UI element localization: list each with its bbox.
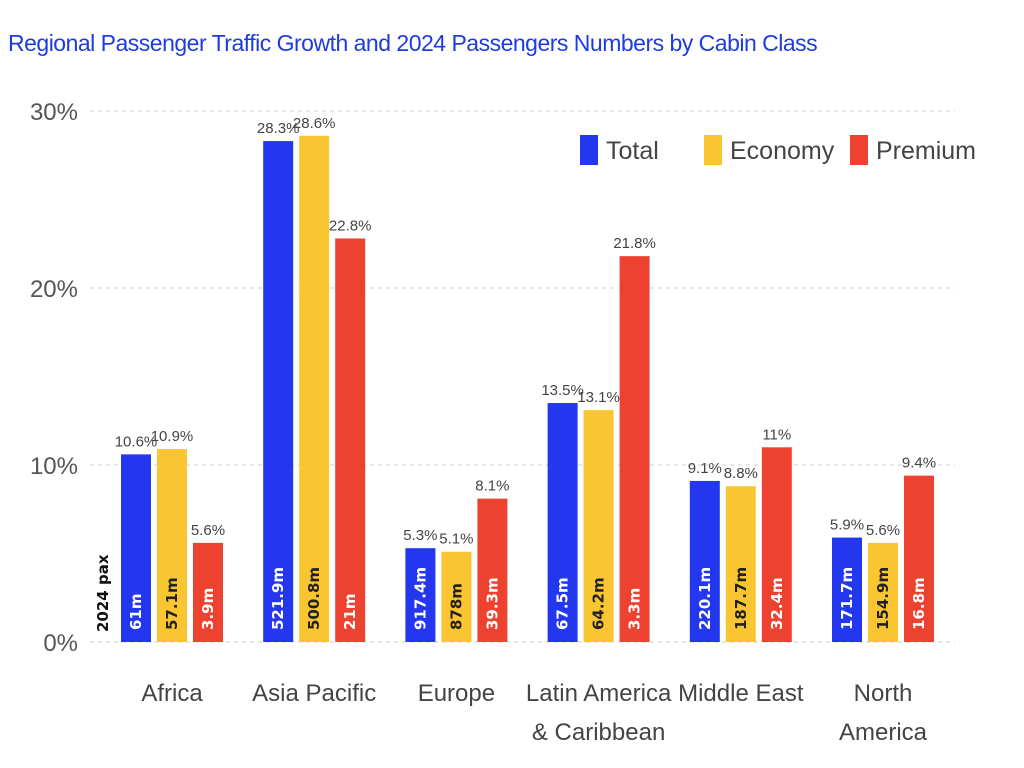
bar-pax-label: 57.1m <box>163 577 181 630</box>
bar-value-label: 22.8% <box>329 217 372 234</box>
bar-pax-label: 21m <box>341 593 359 630</box>
bar-value-label: 5.6% <box>191 522 225 539</box>
bar-premium <box>761 447 792 642</box>
bar-economy <box>868 542 898 642</box>
bar-total <box>405 548 436 642</box>
bar-economy <box>441 551 472 642</box>
bar-economy <box>157 449 187 642</box>
bar-value-label: 10.9% <box>151 428 194 445</box>
bar-pax-label: 187.7m <box>732 567 750 630</box>
bar-pax-label: 917.4m <box>411 567 429 630</box>
bar-pax-label: 521.9m <box>269 567 287 630</box>
bar-pax-label: 32.4m <box>768 577 786 630</box>
bar-total <box>689 480 720 642</box>
bar-pax-label: 171.7m <box>838 567 856 630</box>
bar-value-label: 8.8% <box>724 465 758 482</box>
bar-value-label: 5.3% <box>403 527 437 544</box>
bar-value-label: 13.1% <box>577 389 620 406</box>
legend-label-total: Total <box>606 137 659 165</box>
bar-value-label: 8.1% <box>475 478 509 495</box>
bar-pax-label: 67.5m <box>554 577 572 630</box>
bar-value-label: 28.6% <box>293 115 336 132</box>
y-tick-label: 0% <box>43 630 78 657</box>
category-label: Africa <box>141 680 203 707</box>
legend-swatch-total <box>580 135 598 165</box>
y-tick-label: 10% <box>30 453 78 480</box>
bar-pax-label: 878m <box>447 583 465 630</box>
category-label: & Caribbean <box>532 719 665 746</box>
y-tick-label: 30% <box>30 99 78 126</box>
bar-value-label: 13.5% <box>541 382 584 399</box>
bar-economy <box>583 410 614 642</box>
legend-swatch-premium <box>850 135 868 165</box>
bar-total <box>547 403 578 642</box>
bar-value-label: 21.8% <box>613 235 656 252</box>
category-label: Europe <box>418 680 495 707</box>
legend-label-economy: Economy <box>730 137 835 165</box>
pax-annotation-label: 2024 pax <box>94 554 112 632</box>
legend-label-premium: Premium <box>876 137 976 165</box>
bar-total <box>121 454 151 642</box>
category-label: North <box>854 680 913 707</box>
category-label: Middle East <box>678 680 804 707</box>
category-label: Asia Pacific <box>252 680 376 707</box>
bar-total <box>832 537 862 642</box>
bar-value-label: 9.1% <box>688 460 722 477</box>
bar-premium <box>904 475 934 642</box>
bar-pax-label: 3.3m <box>626 588 644 630</box>
bar-value-label: 5.1% <box>439 531 473 548</box>
bar-value-label: 5.6% <box>866 522 900 539</box>
legend-swatch-economy <box>704 135 722 165</box>
bar-economy <box>299 135 330 642</box>
bar-pax-label: 39.3m <box>483 577 501 630</box>
bar-pax-label: 3.9m <box>199 588 217 630</box>
bar-pax-label: 16.8m <box>910 577 928 630</box>
bar-premium <box>335 238 366 642</box>
bar-premium <box>619 256 650 642</box>
bar-pax-label: 220.1m <box>696 567 714 630</box>
bar-economy <box>725 486 756 642</box>
bar-premium <box>477 498 508 642</box>
bar-pax-label: 61m <box>127 593 145 630</box>
bar-pax-label: 500.8m <box>305 567 323 630</box>
category-label: Latin America <box>526 680 672 707</box>
bar-premium <box>193 542 223 642</box>
bar-pax-label: 154.9m <box>874 567 892 630</box>
bar-value-label: 10.6% <box>115 433 158 450</box>
bar-pax-label: 64.2m <box>590 577 608 630</box>
chart-title: Regional Passenger Traffic Growth and 20… <box>8 30 818 56</box>
bar-value-label: 28.3% <box>257 120 300 137</box>
bar-value-label: 9.4% <box>902 455 936 472</box>
y-tick-label: 20% <box>30 276 78 303</box>
bar-value-label: 5.9% <box>830 517 864 534</box>
bar-value-label: 11% <box>762 426 791 443</box>
category-label: America <box>839 719 928 746</box>
bar-total <box>263 141 294 642</box>
